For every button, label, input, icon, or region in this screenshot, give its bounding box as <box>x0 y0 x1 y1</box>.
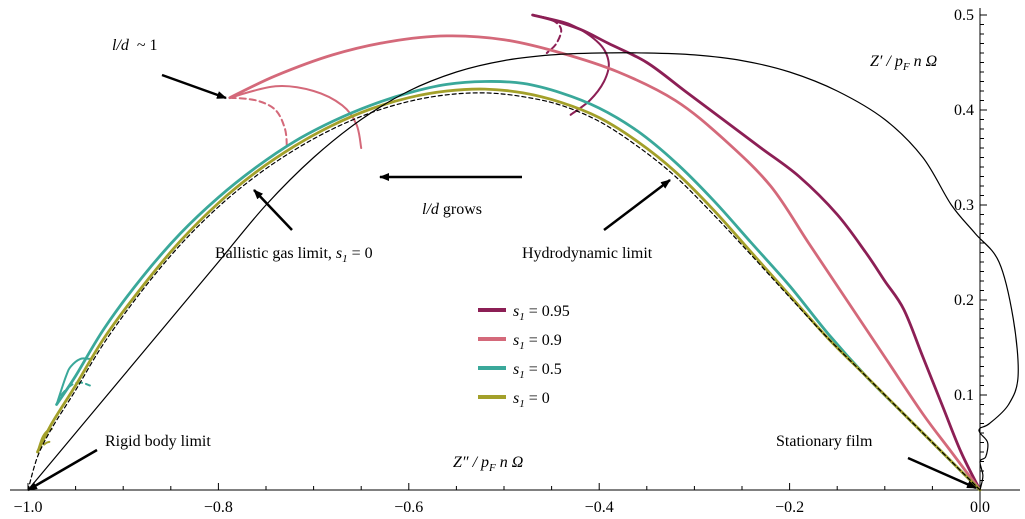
rigid-label: Rigid body limit <box>105 433 211 450</box>
y-tick-label: 0.5 <box>954 7 974 24</box>
y-axis-label: Z′ / pF n Ω <box>870 53 937 73</box>
legend-label: s1 = 0.9 <box>513 332 562 352</box>
stationary-label: Stationary film <box>776 433 873 450</box>
series-s-1-0-5-branch <box>55 381 91 406</box>
series-ballistic-gas-limit <box>27 52 1019 491</box>
series-s-1-0-95-branch <box>531 14 563 54</box>
x-tick-label: −0.4 <box>585 499 614 516</box>
ld-arrow <box>161 73 227 100</box>
series-s-1-0-5 <box>55 80 982 492</box>
series-hydrodynamic-limit <box>27 92 981 491</box>
x-tick-label: −0.8 <box>204 499 233 516</box>
ballistic-label: Ballistic gas limit, s1 = 0 <box>215 245 373 265</box>
x-tick-label: −0.2 <box>775 499 804 516</box>
curves <box>27 13 1019 492</box>
hydro-label: Hydrodynamic limit <box>522 245 653 262</box>
y-tick-label: 0.1 <box>954 387 974 404</box>
hydro-arrow <box>603 179 671 231</box>
series-s-1-0-95-branch <box>531 14 610 116</box>
ld-label: l/d ~ 1 <box>112 37 158 54</box>
annotations: Z″ / pF n Ω Z′ / pF n Ω l/d ~ 1 l/d grows… <box>27 37 977 492</box>
series-s-1-0-95 <box>531 13 982 492</box>
y-tick-label: 0.4 <box>954 102 974 119</box>
series-s-1-0-9 <box>228 34 982 492</box>
rigid-arrow <box>27 448 98 492</box>
legend-label: s1 = 0.95 <box>513 303 570 323</box>
y-tick-label: 0.2 <box>954 292 974 309</box>
series-s-1-0-5-branch <box>55 357 91 406</box>
y-tick-label: 0.3 <box>954 197 974 214</box>
x-axis-label: Z″ / pF n Ω <box>453 454 523 474</box>
legend-label: s1 = 0 <box>513 390 550 410</box>
series-s-1-0-9-branch <box>228 96 288 149</box>
x-tick-label: 0.0 <box>970 499 990 516</box>
legend-label: s1 = 0.5 <box>513 361 562 381</box>
series-s-1-0-9-branch <box>228 85 363 149</box>
ld-grows-label: l/d grows <box>422 201 482 218</box>
ballistic-arrow <box>253 189 293 231</box>
series-s-1-0-branch <box>36 428 53 453</box>
stationary-arrow <box>907 456 977 490</box>
series-s-1-0-branch <box>36 440 53 453</box>
x-tick-label: −0.6 <box>394 499 423 516</box>
legend: s1 = 0.95 s1 = 0.9 s1 = 0.5 s1 = 0 <box>478 303 570 410</box>
x-tick-label: −1.0 <box>13 499 42 516</box>
axes: −1.0 −0.8 −0.6 −0.4 −0.2 0.0 0.1 0.2 0.3 0.4 0.5 <box>10 7 1020 516</box>
